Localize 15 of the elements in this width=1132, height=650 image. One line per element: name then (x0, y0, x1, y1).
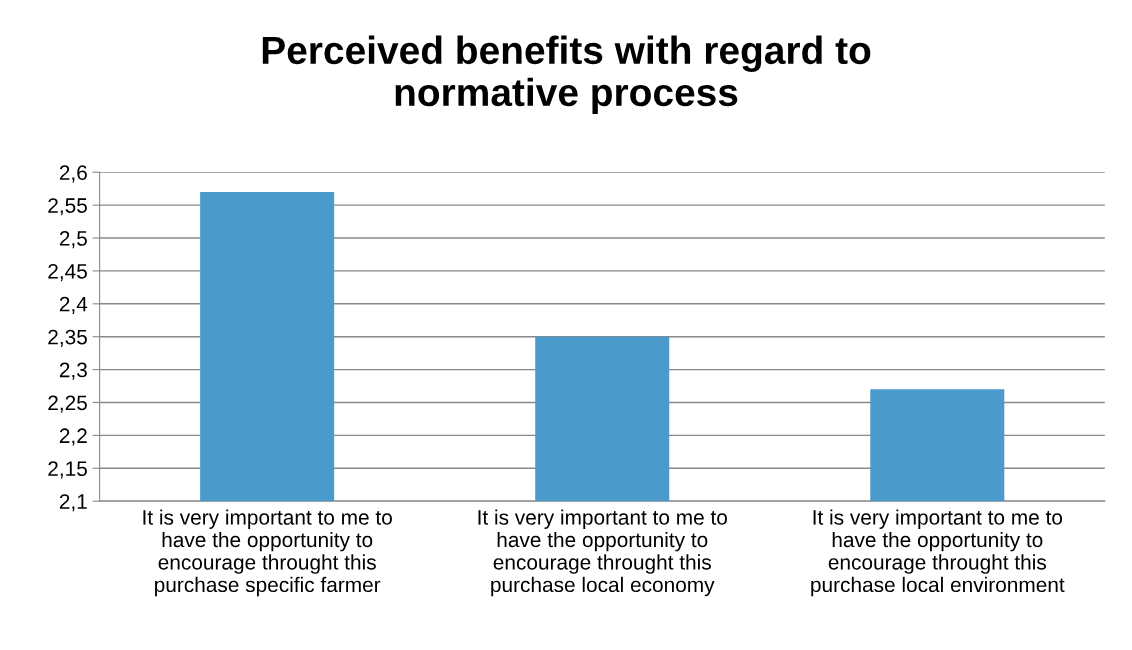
y-tick-label: 2,4 (59, 296, 88, 315)
y-tick-label: 2,15 (48, 461, 87, 479)
y-tick-label: 2,1 (59, 494, 87, 512)
y-tick-label: 2,35 (48, 329, 87, 347)
y-tick-label: 2,3 (59, 362, 87, 380)
y-tick-label: 2,6 (59, 165, 87, 183)
x-tick-label: It is very important to me to have the opportunity to encourage throught this purchase specific farmer (143, 509, 392, 597)
y-tick-label: 2,25 (48, 395, 87, 413)
y-tick-label: 2,45 (48, 263, 87, 282)
y-tick-label: 2,5 (59, 231, 87, 249)
x-tick-label: It is very important to me to have the opportunity to encourage throught this purchase local environment (811, 509, 1065, 597)
x-tick-label: It is very important to me to have the opportunity to encourage throught this purchase local economy (478, 509, 727, 597)
chart-title: Perceived benefits with regard to normative process (262, 35, 871, 114)
y-tick-label: 2,2 (59, 428, 87, 446)
y-tick-label: 2,55 (48, 198, 87, 216)
